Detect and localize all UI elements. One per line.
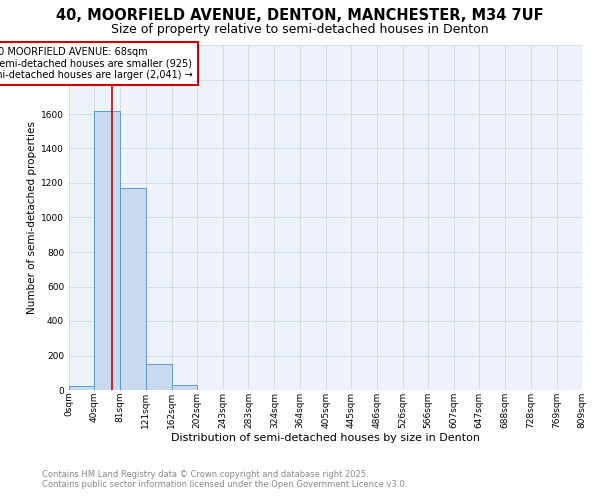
- Bar: [172, 385, 197, 390]
- Bar: [146, 364, 172, 390]
- Text: 40, MOORFIELD AVENUE, DENTON, MANCHESTER, M34 7UF: 40, MOORFIELD AVENUE, DENTON, MANCHESTER…: [56, 8, 544, 22]
- Bar: [69, 386, 94, 390]
- Y-axis label: Number of semi-detached properties: Number of semi-detached properties: [27, 121, 37, 314]
- Bar: [121, 188, 146, 390]
- Text: Size of property relative to semi-detached houses in Denton: Size of property relative to semi-detach…: [111, 22, 489, 36]
- Text: 40 MOORFIELD AVENUE: 68sqm
← 31% of semi-detached houses are smaller (925)
69% o: 40 MOORFIELD AVENUE: 68sqm ← 31% of semi…: [0, 46, 193, 80]
- Text: Contains HM Land Registry data © Crown copyright and database right 2025.
Contai: Contains HM Land Registry data © Crown c…: [42, 470, 407, 489]
- Bar: [94, 110, 121, 390]
- X-axis label: Distribution of semi-detached houses by size in Denton: Distribution of semi-detached houses by …: [171, 434, 480, 444]
